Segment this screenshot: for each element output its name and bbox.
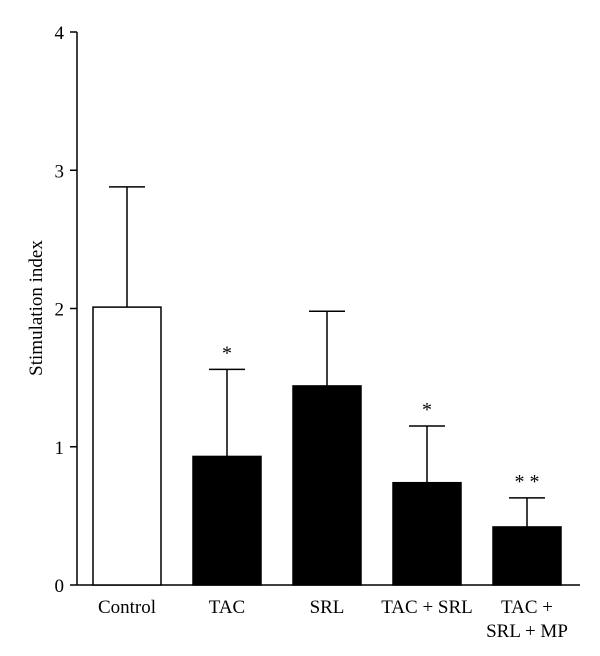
- x-category-label: TAC: [209, 597, 245, 618]
- y-tick-label: 2: [55, 300, 65, 321]
- y-tick-label: 0: [55, 576, 65, 597]
- x-category-label: TAC + SRL: [381, 597, 473, 618]
- x-axis-category-labels: Control TAC SRL TAC + SRL TAC + SRL + MP: [98, 597, 568, 642]
- significance-markers: * * * *: [222, 342, 540, 493]
- bar: [492, 526, 562, 586]
- x-category-label: TAC + SRL + MP: [486, 597, 568, 642]
- significance-marker: *: [222, 342, 232, 364]
- x-category-label: Control: [98, 597, 156, 618]
- y-tick-label: 4: [55, 23, 65, 44]
- y-tick-label: 1: [55, 438, 65, 459]
- bar: [92, 306, 162, 586]
- bar: [192, 455, 262, 586]
- significance-marker: *: [422, 399, 432, 421]
- error-bars-group: [109, 186, 545, 527]
- bar: [392, 481, 462, 586]
- y-tick-label: 3: [55, 161, 65, 182]
- significance-marker: * *: [515, 471, 540, 493]
- x-category-label: SRL: [310, 597, 345, 618]
- bar: [292, 385, 362, 586]
- bars-group: [92, 306, 562, 586]
- y-axis-label: Stimulation index: [26, 240, 47, 376]
- y-axis-ticks: 0 1 2 3 4: [55, 23, 77, 597]
